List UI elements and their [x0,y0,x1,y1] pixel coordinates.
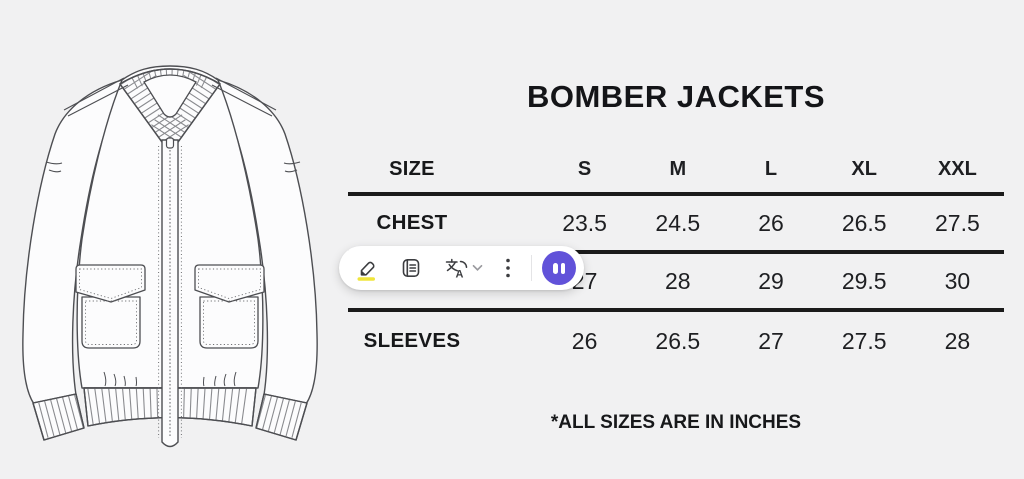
header-col-m: M [669,157,687,180]
cell-value: 27.5 [841,327,887,354]
notebook-button[interactable] [391,249,431,287]
cell-value: 26.5 [655,327,701,354]
row-label: SLEEVES [363,329,461,352]
more-options-button[interactable] [495,249,521,287]
selection-toolbar: A [339,246,584,290]
cell-value: 28 [664,267,691,294]
header-col-xxl: XXL [937,157,977,180]
size-table-header: SIZE S M L XL XXL [348,146,1004,196]
row-label: CHEST [376,211,448,234]
highlighter-icon [357,261,375,281]
cell-value: 24.5 [655,209,701,236]
assistant-button[interactable] [542,251,576,285]
cell-value: 29.5 [841,267,887,294]
table-row-chest: CHEST 23.5 24.5 26 26.5 27.5 [348,196,1004,254]
page-title: BOMBER JACKETS [526,79,826,114]
bomber-jacket-illustration [22,65,318,448]
header-col-l: L [764,157,778,180]
cell-value: 26 [758,209,784,236]
sizes-footnote: *ALL SIZES ARE IN INCHES [550,412,802,433]
translate-button[interactable]: A [435,249,491,287]
header-col-xl: XL [851,157,877,180]
header-col-s: S [577,157,592,180]
cell-value: 27.5 [935,209,980,236]
notebook-icon [402,258,420,277]
header-size-label: SIZE [389,157,435,180]
cell-value: 23.5 [562,209,607,236]
cell-value: 28 [944,327,971,354]
highlight-button[interactable] [347,249,387,287]
toolbar-divider [531,255,532,281]
chevron-down-icon [472,264,482,272]
svg-text:A: A [455,269,463,281]
assistant-icon [553,262,558,274]
cell-value: 26.5 [841,209,887,236]
cell-value: 27 [758,327,784,354]
table-row-sleeves: SLEEVES 26 26.5 27 27.5 28 [348,312,1004,370]
cell-value: 30 [944,267,971,294]
cell-value: 29 [758,267,784,294]
translate-icon: A [445,258,467,281]
cell-value: 26 [571,327,598,354]
kebab-menu-icon [506,258,510,278]
